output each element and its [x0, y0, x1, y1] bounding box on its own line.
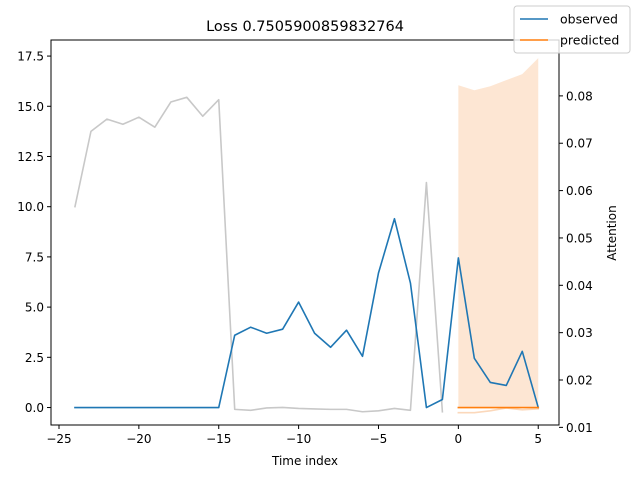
legend-label-observed: observed — [560, 12, 618, 27]
y2-tick-label: 0.02 — [566, 374, 593, 388]
x-tick-label: −10 — [286, 432, 311, 446]
y2-tick-label: 0.07 — [566, 137, 593, 151]
x-axis-title: Time index — [271, 454, 338, 468]
y-tick-label: 10.0 — [17, 200, 44, 214]
attention-line — [74, 96, 444, 413]
y-tick-label: 15.0 — [17, 100, 44, 114]
y2-axis-title: Attention — [605, 205, 619, 260]
legend: observed predicted — [513, 5, 631, 54]
y-tick-label: 2.5 — [25, 351, 44, 365]
y2-tick-label: 0.04 — [566, 279, 593, 293]
y-axis-right: 0.01 0.02 0.03 0.04 0.05 0.06 0.07 0.08 — [559, 89, 593, 435]
x-tick-label: −20 — [126, 432, 151, 446]
attention-future-line — [457, 407, 540, 414]
y-tick-label: 12.5 — [17, 150, 44, 164]
y2-tick-label: 0.08 — [566, 89, 593, 103]
x-tick-label: 5 — [534, 432, 542, 446]
x-tick-label: 0 — [455, 432, 463, 446]
y2-tick-label: 0.06 — [566, 184, 593, 198]
chart-title: Loss 0.7505900859832764 — [206, 19, 404, 35]
y2-tick-label: 0.03 — [566, 326, 593, 340]
legend-frame — [513, 5, 631, 54]
y-tick-label: 7.5 — [25, 250, 44, 264]
x-tick-label: −25 — [46, 432, 71, 446]
y-axis-left: 0.0 2.5 5.0 7.5 10.0 12.5 15.0 17.5 — [17, 50, 51, 415]
x-axis: −25 −20 −15 −10 −5 0 5 — [46, 425, 542, 446]
y2-tick-label: 0.01 — [566, 421, 593, 435]
predicted-uncertainty-band — [458, 58, 539, 408]
y-tick-label: 0.0 — [25, 401, 44, 415]
plot-area — [74, 58, 540, 414]
x-tick-label: −15 — [206, 432, 231, 446]
y-tick-label: 17.5 — [17, 50, 44, 64]
observed-line — [74, 217, 540, 409]
legend-label-predicted: predicted — [560, 33, 619, 48]
y2-tick-label: 0.05 — [566, 231, 593, 245]
y-tick-label: 5.0 — [25, 301, 44, 315]
axes-frame — [50, 39, 560, 426]
x-tick-label: −5 — [370, 432, 388, 446]
